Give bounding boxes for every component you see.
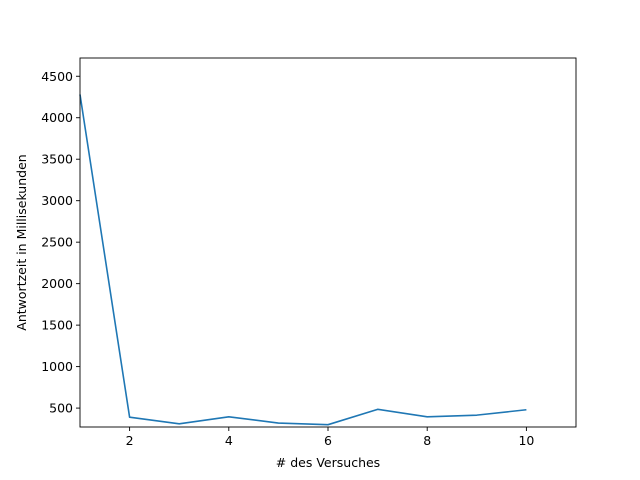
series-line-0 [79,94,527,426]
x-tick-label: 4 [225,433,233,448]
y-tick-label: 500 [49,401,73,416]
y-axis-ticks: 500 1000 1500 2000 2500 3000 3500 4000 4500 [41,69,80,416]
x-tick-label: 2 [126,433,134,448]
plot-frame [79,57,577,428]
x-tick-label: 8 [423,433,431,448]
y-tick-label: 1500 [41,318,73,333]
x-tick-label: 6 [324,433,332,448]
y-tick-label: 3500 [41,152,73,167]
y-tick-label: 1000 [41,359,73,374]
y-tick-label: 3000 [41,193,73,208]
y-tick-label: 2500 [41,235,73,250]
y-tick-label: 4000 [41,110,73,125]
y-tick-label: 4500 [41,69,73,84]
y-tick-label: 2000 [41,276,73,291]
x-tick-label: 10 [518,433,534,448]
y-axis-label: Antwortzeit in Millisekunden [14,154,29,330]
x-axis-ticks: 2 4 6 8 10 [126,427,534,448]
x-axis-label: # des Versuches [276,455,380,470]
